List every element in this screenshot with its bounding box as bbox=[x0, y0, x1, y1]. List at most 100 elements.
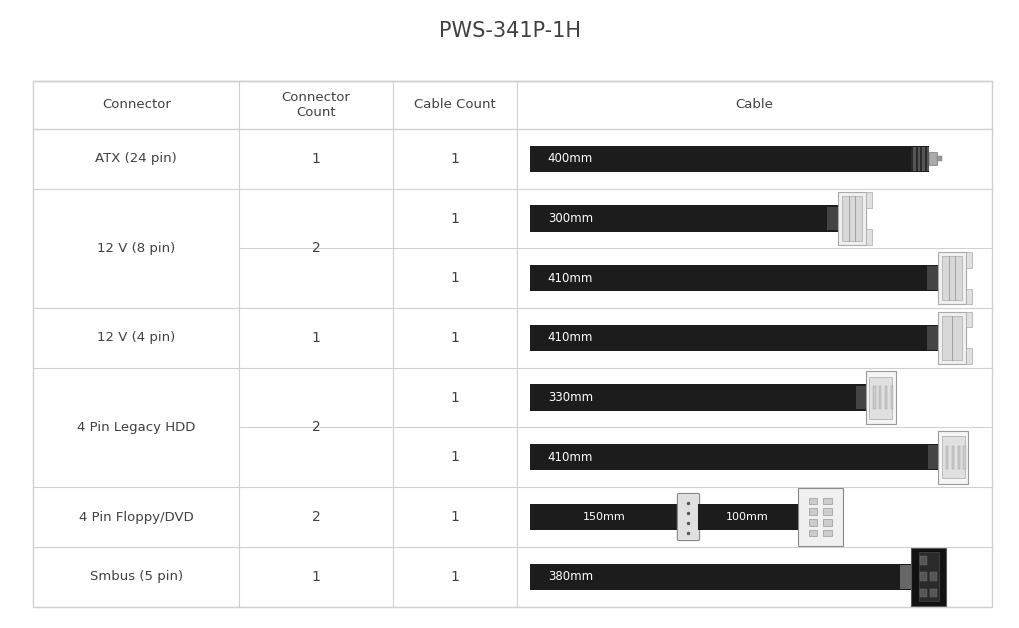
Bar bbox=[858, 386, 861, 409]
Bar bbox=[924, 147, 926, 171]
Text: ATX (24 pin): ATX (24 pin) bbox=[96, 153, 177, 165]
Text: Cable Count: Cable Count bbox=[414, 98, 495, 111]
Bar bbox=[965, 311, 971, 327]
Bar bbox=[930, 445, 934, 469]
Bar bbox=[865, 229, 871, 245]
FancyBboxPatch shape bbox=[941, 316, 961, 360]
Text: Smbus (5 pin): Smbus (5 pin) bbox=[90, 570, 182, 583]
Text: 410mm: 410mm bbox=[547, 451, 593, 464]
Bar bbox=[822, 519, 832, 526]
Bar bbox=[878, 386, 880, 409]
Bar bbox=[941, 436, 964, 479]
Bar bbox=[808, 509, 816, 514]
Bar bbox=[826, 207, 830, 230]
Text: 380mm: 380mm bbox=[547, 570, 592, 583]
Bar bbox=[933, 326, 937, 350]
Text: 1: 1 bbox=[450, 450, 459, 464]
Text: 12 V (8 pin): 12 V (8 pin) bbox=[97, 242, 175, 255]
Bar bbox=[926, 147, 928, 171]
Bar bbox=[529, 146, 928, 172]
Bar bbox=[529, 384, 865, 411]
Text: 1: 1 bbox=[311, 152, 320, 166]
FancyBboxPatch shape bbox=[841, 197, 861, 241]
Bar bbox=[919, 147, 921, 171]
Text: 12 V (4 pin): 12 V (4 pin) bbox=[97, 332, 175, 344]
Bar bbox=[529, 265, 937, 291]
Bar bbox=[926, 266, 930, 290]
Bar bbox=[934, 445, 937, 469]
Text: 400mm: 400mm bbox=[547, 153, 592, 165]
FancyBboxPatch shape bbox=[937, 431, 967, 484]
Text: Connector
Count: Connector Count bbox=[281, 91, 351, 119]
Text: 1: 1 bbox=[311, 331, 320, 345]
Text: 300mm: 300mm bbox=[547, 212, 592, 225]
Bar bbox=[929, 572, 936, 581]
Bar bbox=[921, 147, 924, 171]
Bar bbox=[912, 147, 915, 171]
Text: 2: 2 bbox=[312, 421, 320, 435]
Text: 1: 1 bbox=[450, 391, 459, 404]
FancyBboxPatch shape bbox=[937, 252, 965, 305]
Bar bbox=[957, 446, 959, 469]
FancyBboxPatch shape bbox=[941, 256, 961, 300]
Bar bbox=[529, 205, 838, 232]
Bar bbox=[936, 156, 941, 161]
Text: 2: 2 bbox=[312, 241, 320, 256]
Bar bbox=[930, 326, 933, 350]
Bar bbox=[529, 504, 679, 530]
Bar bbox=[830, 207, 834, 230]
Text: 1: 1 bbox=[450, 510, 459, 524]
Text: 4 Pin Floppy/DVD: 4 Pin Floppy/DVD bbox=[78, 511, 194, 524]
Bar bbox=[929, 588, 936, 597]
Bar bbox=[822, 531, 832, 536]
Text: 1: 1 bbox=[450, 570, 459, 583]
Bar bbox=[965, 349, 971, 364]
Bar bbox=[697, 504, 797, 530]
Text: 100mm: 100mm bbox=[726, 512, 768, 522]
Bar bbox=[529, 563, 910, 590]
Bar bbox=[919, 556, 926, 565]
Bar bbox=[808, 519, 816, 526]
FancyBboxPatch shape bbox=[937, 311, 965, 364]
Bar bbox=[884, 386, 887, 409]
Bar bbox=[933, 266, 937, 290]
Text: 1: 1 bbox=[450, 331, 459, 345]
Text: 410mm: 410mm bbox=[547, 332, 593, 344]
Bar bbox=[917, 147, 919, 171]
Bar bbox=[868, 377, 892, 419]
Bar bbox=[926, 326, 930, 350]
Bar bbox=[822, 497, 832, 504]
Text: Connector: Connector bbox=[102, 98, 170, 111]
FancyBboxPatch shape bbox=[838, 192, 865, 245]
Text: PWS-341P-1H: PWS-341P-1H bbox=[438, 21, 581, 41]
Text: 150mm: 150mm bbox=[583, 512, 626, 522]
Bar bbox=[945, 446, 948, 469]
Bar bbox=[919, 572, 926, 581]
FancyBboxPatch shape bbox=[865, 371, 895, 424]
FancyBboxPatch shape bbox=[677, 494, 699, 541]
Text: 1: 1 bbox=[311, 570, 320, 583]
Text: 410mm: 410mm bbox=[547, 272, 593, 284]
Bar bbox=[930, 266, 933, 290]
Bar bbox=[834, 207, 838, 230]
Bar bbox=[899, 565, 903, 588]
Bar bbox=[822, 509, 832, 514]
Bar bbox=[872, 386, 875, 409]
Bar bbox=[915, 147, 917, 171]
Bar bbox=[951, 446, 953, 469]
Bar bbox=[906, 565, 910, 588]
Text: 1: 1 bbox=[450, 152, 459, 166]
Bar bbox=[865, 192, 871, 208]
Bar bbox=[903, 565, 906, 588]
Bar bbox=[919, 588, 926, 597]
Bar bbox=[910, 147, 912, 171]
Bar bbox=[855, 386, 858, 409]
Bar bbox=[861, 386, 865, 409]
FancyBboxPatch shape bbox=[928, 152, 936, 165]
Bar bbox=[965, 252, 971, 268]
Bar bbox=[529, 444, 937, 470]
FancyBboxPatch shape bbox=[910, 548, 946, 605]
Text: Cable: Cable bbox=[735, 98, 772, 111]
Text: 330mm: 330mm bbox=[547, 391, 592, 404]
Text: 2: 2 bbox=[312, 510, 320, 524]
